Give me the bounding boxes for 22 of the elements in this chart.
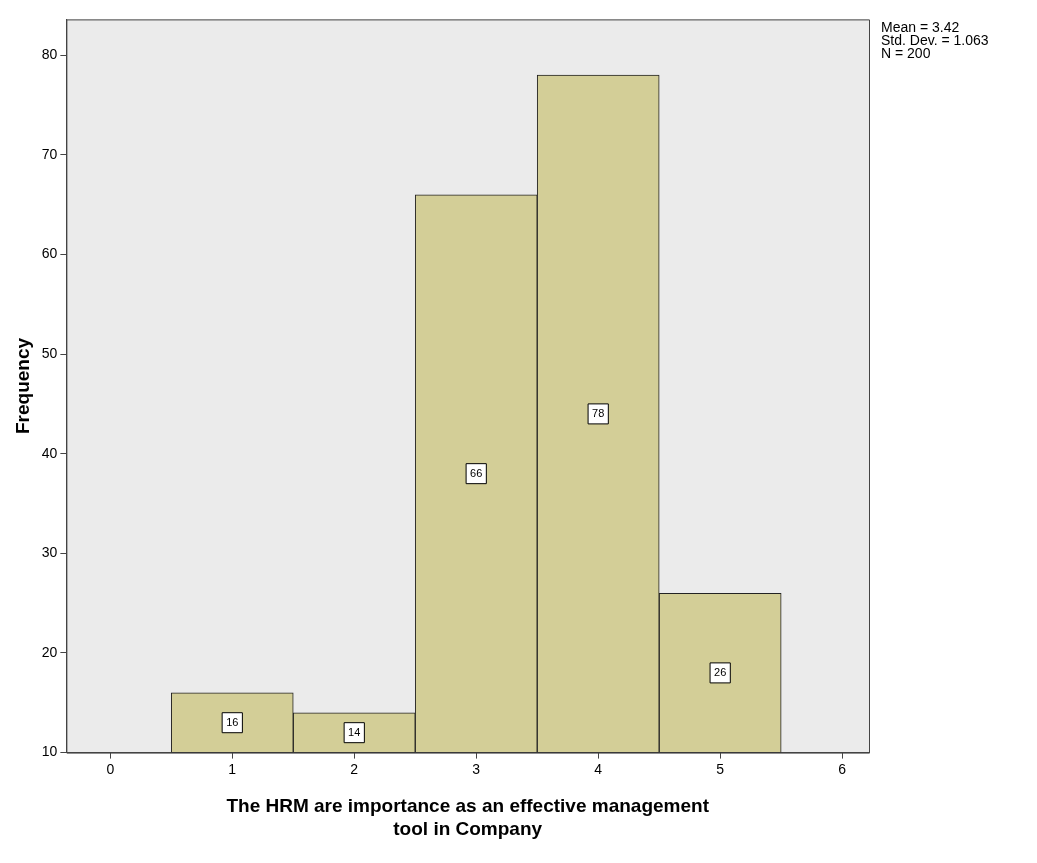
y-tick-label: 10	[41, 743, 58, 760]
x-tick-label: 4	[594, 760, 603, 777]
y-axis-title: Frequency	[11, 337, 33, 435]
y-tick-label: 40	[41, 444, 58, 461]
x-tick-label: 5	[716, 760, 725, 777]
x-axis-title: The HRM are importance as an effective management tool in Company	[226, 795, 710, 839]
y-tick-label: 20	[41, 643, 58, 660]
y-tick-label: 60	[41, 245, 58, 262]
data-label: 78	[592, 406, 605, 419]
data-label: 66	[470, 466, 483, 479]
y-tick-label: 70	[41, 145, 58, 162]
x-tick-label: 6	[838, 760, 847, 777]
x-tick-label: 2	[350, 760, 359, 777]
data-label: 26	[714, 665, 727, 678]
data-label: 16	[226, 715, 239, 728]
x-tick-label: 1	[228, 760, 237, 777]
x-tick-label: 0	[106, 760, 115, 777]
y-tick-label: 50	[41, 344, 58, 361]
y-tick-label: 80	[41, 46, 58, 63]
data-label: 14	[348, 725, 361, 738]
x-tick-label: 3	[472, 760, 481, 777]
y-tick-label: 30	[41, 544, 58, 561]
